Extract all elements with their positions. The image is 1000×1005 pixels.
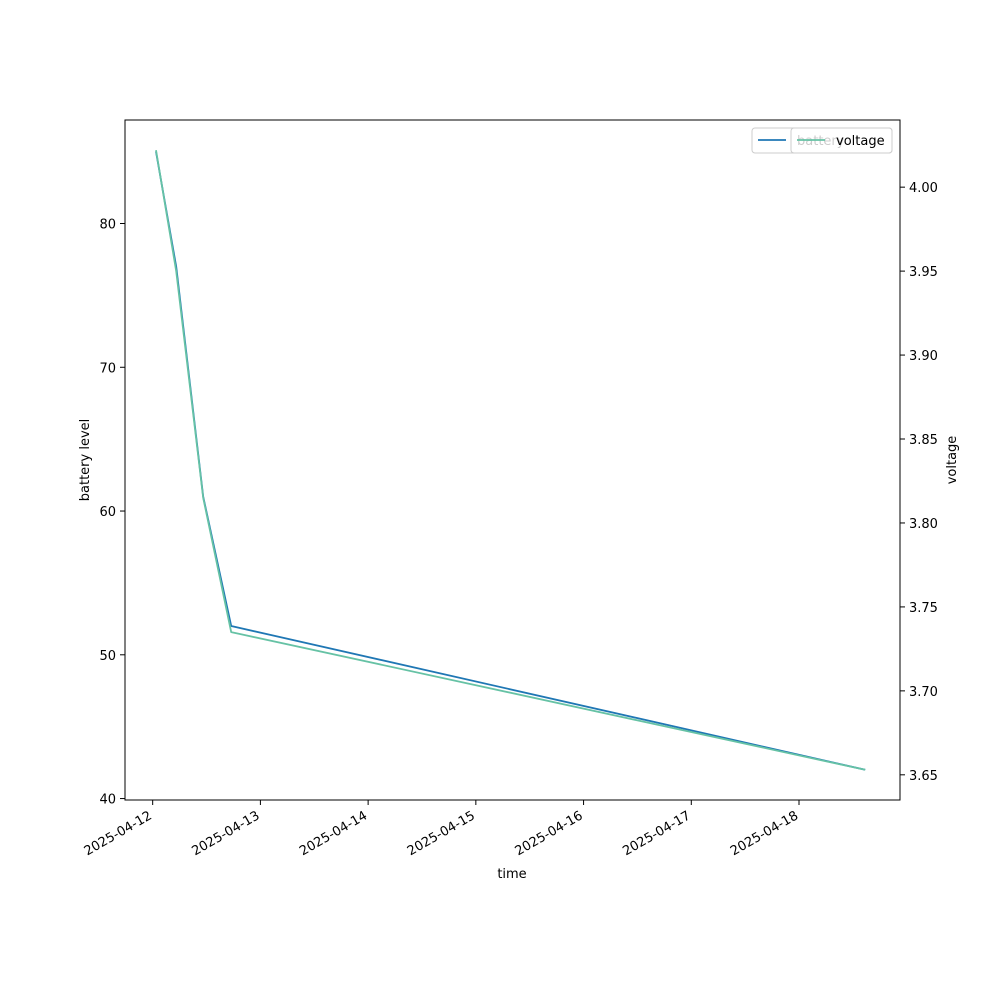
y2-tick-label: 3.80 [909, 517, 938, 532]
x-tick-label: 2025-04-14 [297, 808, 370, 859]
y2-tick-label: 3.65 [909, 769, 938, 784]
y2-tick-label: 3.90 [909, 349, 938, 364]
x-tick-label: 2025-04-13 [189, 808, 262, 859]
x-tick-label: 2025-04-15 [405, 808, 478, 859]
y2-tick-label: 3.95 [909, 265, 938, 280]
y2-tick-label: 3.75 [909, 601, 938, 616]
legend-voltage-box [790, 127, 893, 154]
y2-axis-ticks: 3.65 3.70 3.75 3.80 3.85 3.90 3.95 4.00 [900, 181, 938, 784]
y2-tick-label: 3.70 [909, 685, 938, 700]
x-tick-label: 2025-04-17 [620, 808, 693, 859]
y2-axis-title: voltage [945, 436, 960, 485]
y-tick-label: 60 [99, 505, 116, 520]
x-tick-label: 2025-04-18 [728, 808, 801, 859]
y-axis-ticks: 40 50 60 70 80 [99, 218, 125, 808]
y-tick-label: 40 [99, 793, 116, 808]
x-tick-label: 2025-04-12 [82, 808, 155, 859]
x-axis-ticks: 2025-04-12 2025-04-13 2025-04-14 2025-04-15… [82, 800, 801, 859]
x-tick-label: 2025-04-16 [513, 808, 586, 859]
y2-tick-label: 4.00 [909, 181, 938, 196]
plot-frame [124, 119, 901, 801]
plot-area [124, 119, 901, 801]
x-axis-title: time [497, 867, 526, 882]
y2-tick-label: 3.85 [909, 433, 938, 448]
legend-voltage-label: voltage [836, 134, 885, 149]
y-axis-title: battery level [78, 419, 93, 502]
y-tick-label: 80 [99, 218, 116, 233]
series-line-battery [155, 151, 866, 771]
legends: batteryvoltage [751, 127, 893, 154]
y-tick-label: 70 [99, 361, 116, 376]
series-line-voltage [155, 150, 866, 771]
legend-voltage: voltage [790, 127, 893, 154]
y-tick-label: 50 [99, 649, 116, 664]
